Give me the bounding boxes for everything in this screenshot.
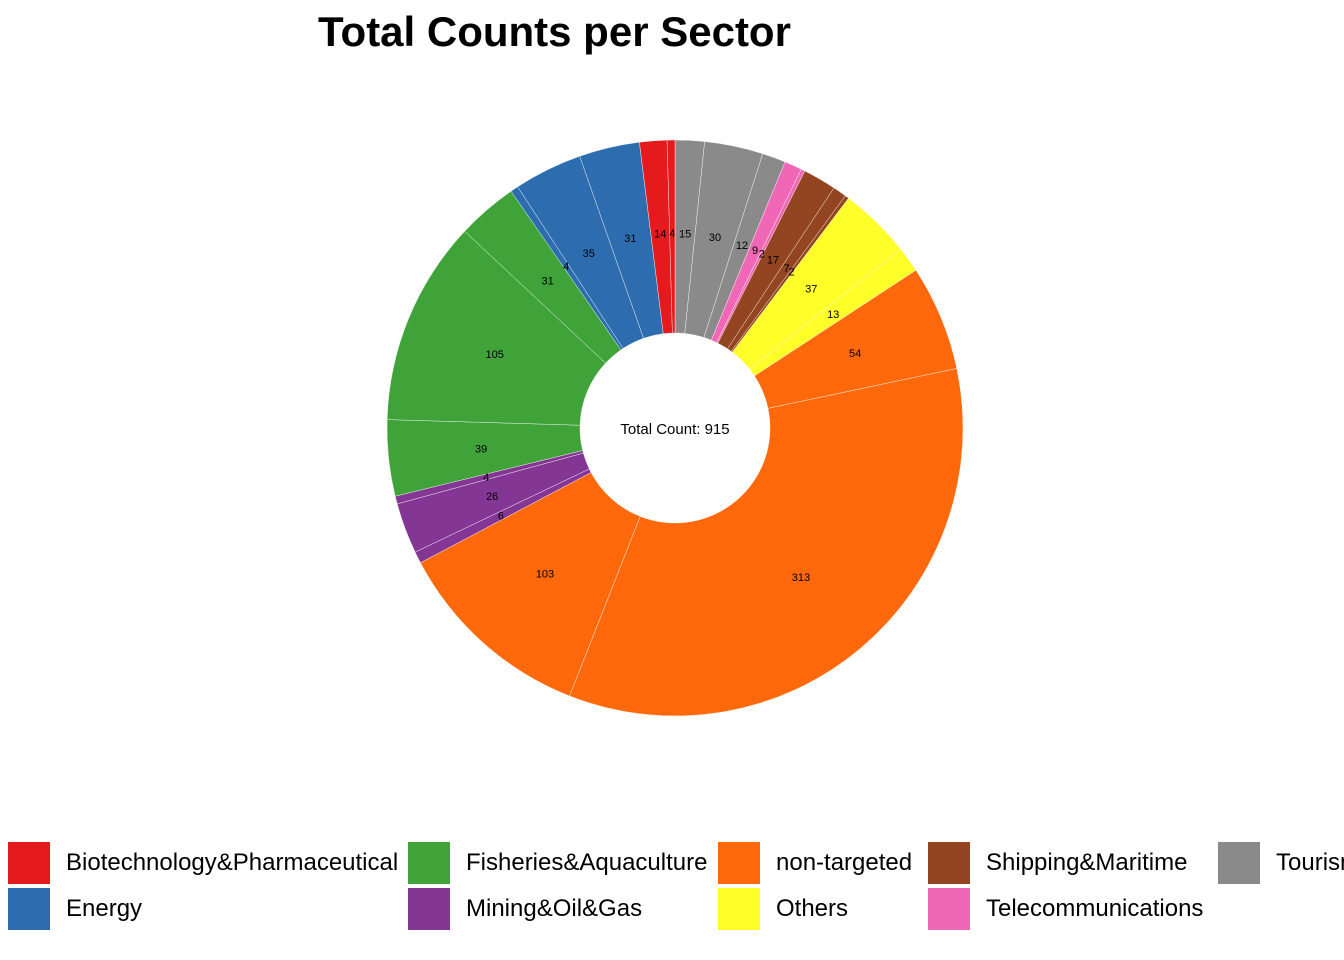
slice-biotechnology-pharmaceutical-23 — [666, 139, 676, 334]
slice-value-label: 4 — [669, 228, 675, 240]
legend-item-energy: Energy — [8, 887, 142, 931]
legend-label: non-targeted — [776, 849, 913, 876]
legend-label: Telecommunications — [986, 895, 1204, 922]
legend-item-mining-oil-gas: Mining&Oil&Gas — [408, 887, 642, 931]
legend-item-shipping-maritime: Shipping&Maritime — [928, 841, 1187, 885]
slice-value-label: 30 — [709, 232, 721, 244]
legend-swatch — [8, 888, 50, 930]
legend-item-others: Others — [718, 887, 848, 931]
legend-swatch — [928, 842, 970, 884]
slice-value-label: 4 — [483, 472, 489, 484]
slice-non-targeted-12 — [420, 472, 641, 697]
legend-label: Biotechnology&Pharmaceutical — [66, 849, 399, 876]
slice-value-label: 39 — [475, 443, 487, 455]
slice-value-label: 31 — [624, 233, 636, 245]
legend-item-biotechnology-pharmaceutical: Biotechnology&Pharmaceutical — [8, 841, 398, 885]
legend-label: Energy — [66, 895, 143, 922]
legend-swatch — [408, 888, 450, 930]
slice-value-label: 13 — [827, 309, 839, 321]
legend-item-tourism: Tourism — [1218, 841, 1344, 885]
slice-value-label: 14 — [654, 229, 666, 241]
slice-value-label: 105 — [486, 349, 504, 361]
donut-slices — [386, 139, 964, 717]
legend-swatch — [408, 842, 450, 884]
slice-value-label: 15 — [679, 228, 691, 240]
legend: Biotechnology&Pharmaceutical Energy Fisher… — [0, 836, 1344, 960]
chart-title: Total Counts per Sector — [318, 8, 791, 55]
slice-value-label: 35 — [583, 248, 595, 260]
legend-label: Fisheries&Aquaculture — [466, 849, 708, 876]
slice-value-label: 9 — [752, 245, 758, 257]
slice-value-label: 313 — [792, 572, 810, 584]
legend-label: Shipping&Maritime — [986, 849, 1188, 876]
legend-swatch — [8, 842, 50, 884]
donut-center-label: Total Count: 915 — [620, 421, 729, 438]
legend-swatch — [718, 842, 760, 884]
legend-swatch — [718, 888, 760, 930]
legend-label: Others — [776, 895, 849, 922]
legend-label: Tourism — [1276, 849, 1344, 876]
slice-value-label: 26 — [486, 491, 498, 503]
legend-swatch — [1218, 842, 1260, 884]
slice-value-label: 17 — [767, 254, 779, 266]
slice-non-targeted-11 — [569, 368, 964, 717]
slice-value-label: 2 — [759, 248, 765, 260]
slice-value-label: 2 — [788, 267, 794, 279]
legend-label: Mining&Oil&Gas — [466, 895, 643, 922]
slice-value-label: 31 — [541, 275, 553, 287]
slice-value-label: 4 — [563, 261, 569, 273]
legend-item-non-targeted: non-targeted — [718, 841, 912, 885]
slice-value-label: 12 — [736, 240, 748, 252]
slice-value-label: 103 — [536, 568, 554, 580]
legend-item-fisheries-aquaculture: Fisheries&Aquaculture — [408, 841, 707, 885]
slice-value-label: 54 — [849, 348, 861, 360]
legend-swatch — [928, 888, 970, 930]
slice-value-label: 6 — [498, 511, 504, 523]
slice-fisheries-aquaculture-17 — [386, 231, 606, 426]
slice-value-label: 37 — [805, 284, 817, 296]
legend-item-telecommunications: Telecommunications — [928, 887, 1203, 931]
slice-value-label: 7 — [784, 263, 790, 275]
